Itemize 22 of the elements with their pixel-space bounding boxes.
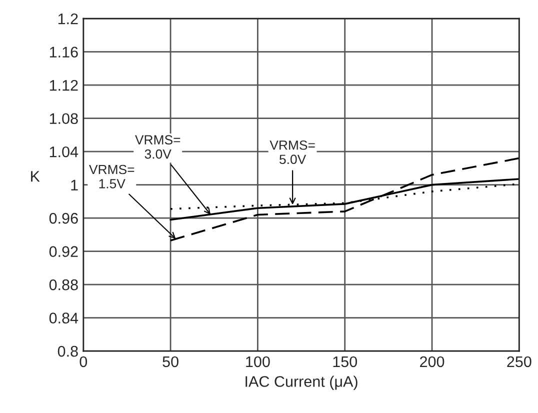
x-tick-label: 0 bbox=[80, 356, 88, 368]
y-tick-label: 1.12 bbox=[50, 80, 78, 91]
annotation: VRMS= 1.5V bbox=[89, 164, 134, 188]
annotation: VRMS= 3.0V bbox=[135, 135, 180, 159]
annotation: VRMS= 5.0V bbox=[270, 140, 315, 164]
x-tick-label: 250 bbox=[507, 356, 532, 368]
y-tick-label: 0.88 bbox=[49, 279, 78, 290]
y-axis-title: K bbox=[31, 171, 40, 182]
x-tick-label: 200 bbox=[420, 356, 444, 368]
y-tick-label: 1.08 bbox=[50, 113, 78, 124]
y-tick-label: 1.16 bbox=[50, 46, 78, 58]
y-tick-label: 1 bbox=[71, 180, 78, 190]
y-tick-label: 0.84 bbox=[49, 312, 78, 324]
y-tick-label: 0.92 bbox=[49, 246, 78, 257]
y-tick-label: 1.04 bbox=[50, 146, 78, 158]
x-tick-label: 150 bbox=[333, 356, 358, 368]
x-axis-title: IAC Current (μA) bbox=[246, 376, 358, 390]
y-tick-label: 0.8 bbox=[58, 346, 78, 357]
x-tick-label: 50 bbox=[162, 356, 178, 368]
y-tick-label: 0.96 bbox=[49, 212, 78, 224]
y-tick-label: 1.2 bbox=[58, 13, 78, 24]
x-tick-label: 100 bbox=[246, 356, 270, 368]
